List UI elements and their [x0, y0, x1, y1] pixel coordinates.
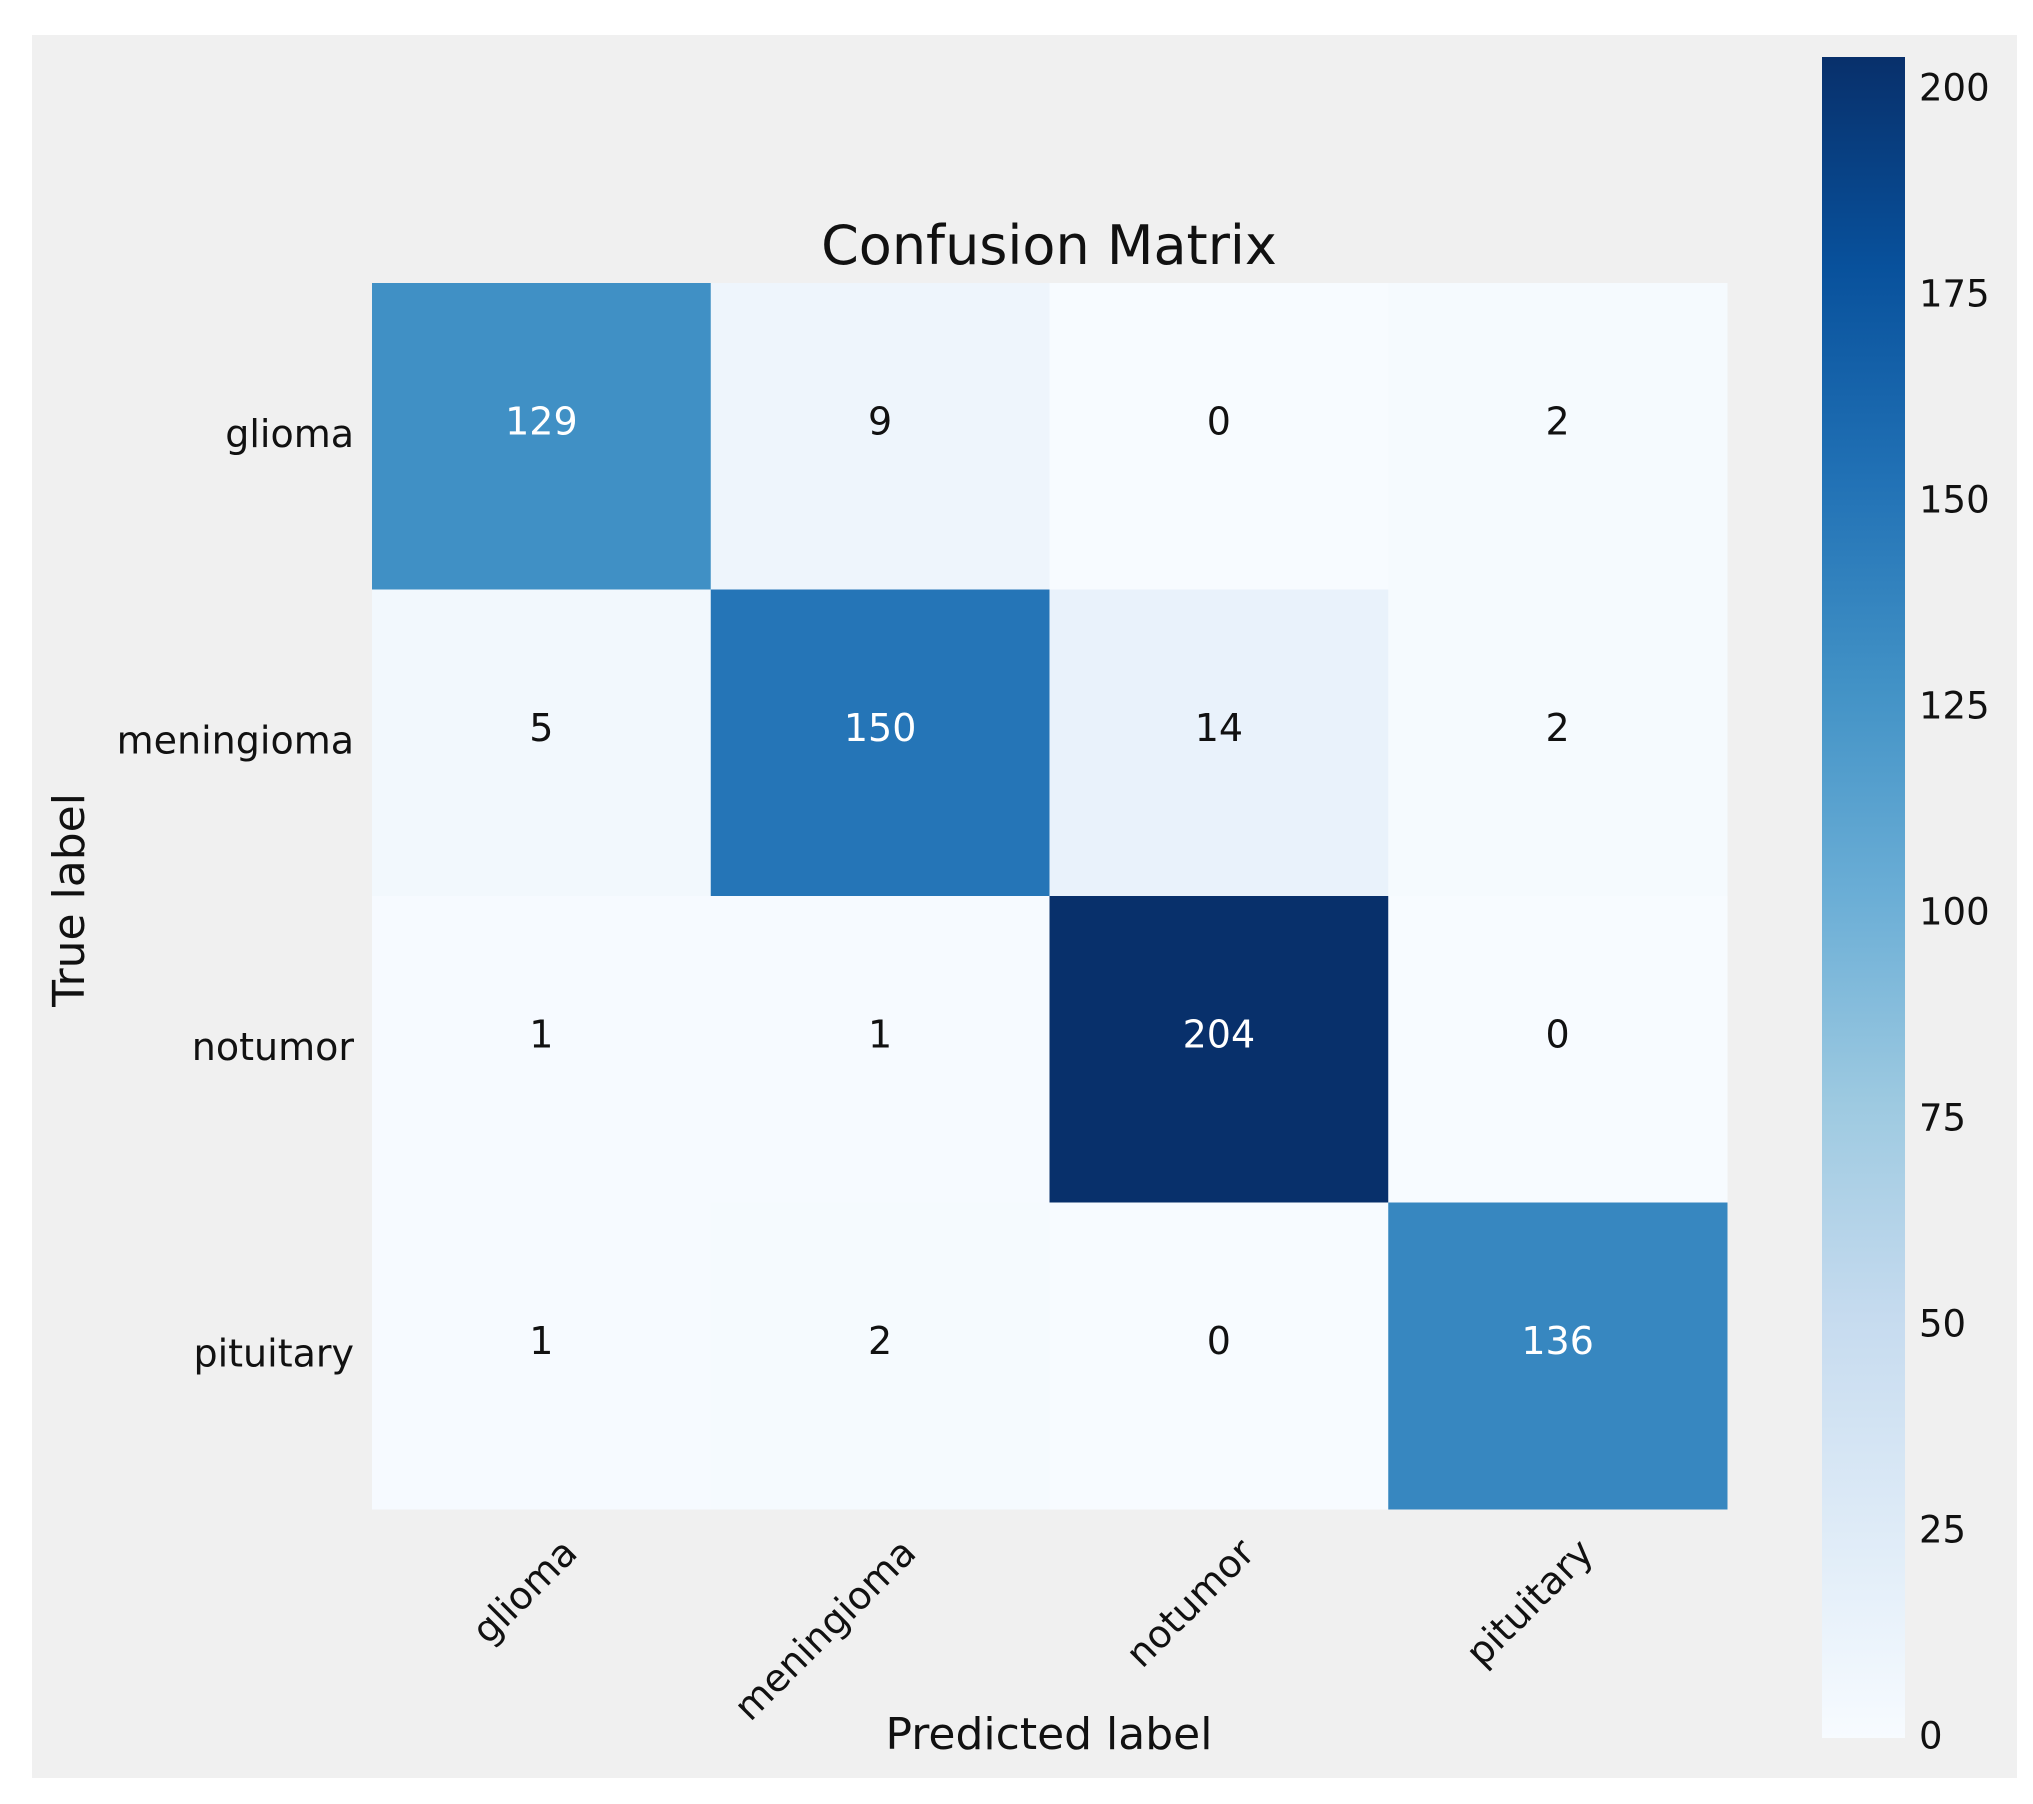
- cell-value-notumor-notumor: 204: [1183, 1012, 1256, 1056]
- y-axis-label: True label: [44, 793, 95, 1008]
- colorbar-tick-175: 175: [1919, 272, 1990, 315]
- cell-value-pituitary-meningioma: 2: [868, 1319, 892, 1363]
- heatmap-cell-glioma-notumor: [1049, 283, 1389, 590]
- heatmap-cell-meningioma-notumor: [1049, 589, 1389, 897]
- cell-value-pituitary-notumor: 0: [1207, 1319, 1231, 1363]
- heatmap-cell-pituitary-meningioma: [710, 1202, 1050, 1510]
- cell-value-glioma-meningioma: 9: [868, 399, 892, 443]
- y-tick-notumor: notumor: [192, 1025, 355, 1069]
- heatmap-cell-notumor-pituitary: [1388, 896, 1728, 1203]
- cell-value-glioma-glioma: 129: [505, 399, 578, 443]
- colorbar-tick-75: 75: [1919, 1096, 1966, 1139]
- colorbar-tick-0: 0: [1919, 1715, 1943, 1758]
- heatmap-cell-labels: 129 9 0 2 5 150 14 2 1 1 204 0 1 2 0 136: [505, 399, 1594, 1363]
- heatmap-cell-notumor-meningioma: [710, 896, 1050, 1203]
- colorbar-tick-100: 100: [1919, 890, 1990, 933]
- colorbar-tick-125: 125: [1919, 684, 1990, 727]
- heatmap-cell-meningioma-pituitary: [1388, 589, 1728, 897]
- heatmap-cell-meningioma-meningioma: [710, 589, 1050, 897]
- cell-value-glioma-pituitary: 2: [1546, 399, 1570, 443]
- y-tick-meningioma: meningioma: [117, 718, 354, 762]
- cell-value-meningioma-pituitary: 2: [1546, 706, 1570, 750]
- cell-value-meningioma-meningioma: 150: [844, 706, 917, 750]
- colorbar-tick-200: 200: [1919, 66, 1990, 109]
- cell-value-notumor-pituitary: 0: [1546, 1012, 1570, 1056]
- cell-value-glioma-notumor: 0: [1207, 399, 1231, 443]
- heatmap-cell-glioma-glioma: [372, 283, 712, 590]
- colorbar: [1822, 57, 1905, 1738]
- x-axis-label: Predicted label: [886, 1709, 1213, 1760]
- heatmap-cell-glioma-meningioma: [710, 283, 1050, 590]
- cell-value-notumor-meningioma: 1: [868, 1012, 892, 1056]
- y-tick-glioma: glioma: [225, 412, 354, 456]
- y-tick-pituitary: pituitary: [193, 1331, 354, 1375]
- heatmap-cells: [372, 283, 1728, 1510]
- colorbar-tick-labels: 0 25 50 75 100 125 150 175 200: [1919, 66, 1990, 1757]
- colorbar-tick-150: 150: [1919, 478, 1990, 521]
- heatmap-cell-pituitary-pituitary: [1388, 1202, 1728, 1510]
- cell-value-meningioma-glioma: 5: [529, 706, 553, 750]
- cell-value-notumor-glioma: 1: [529, 1012, 553, 1056]
- y-axis-tick-labels: glioma meningioma notumor pituitary: [117, 412, 355, 1376]
- chart-title: Confusion Matrix: [821, 214, 1277, 277]
- colorbar-tick-50: 50: [1919, 1302, 1966, 1345]
- heatmap-cell-pituitary-notumor: [1049, 1202, 1389, 1510]
- cell-value-meningioma-notumor: 14: [1195, 706, 1243, 750]
- heatmap-cell-pituitary-glioma: [372, 1202, 712, 1510]
- heatmap-cell-notumor-notumor: [1049, 896, 1389, 1203]
- heatmap-cell-notumor-glioma: [372, 896, 712, 1203]
- heatmap-cell-meningioma-glioma: [372, 589, 712, 897]
- colorbar-tick-25: 25: [1919, 1508, 1966, 1551]
- heatmap-cell-glioma-pituitary: [1388, 283, 1728, 590]
- cell-value-pituitary-glioma: 1: [529, 1319, 553, 1363]
- cell-value-pituitary-pituitary: 136: [1521, 1319, 1594, 1363]
